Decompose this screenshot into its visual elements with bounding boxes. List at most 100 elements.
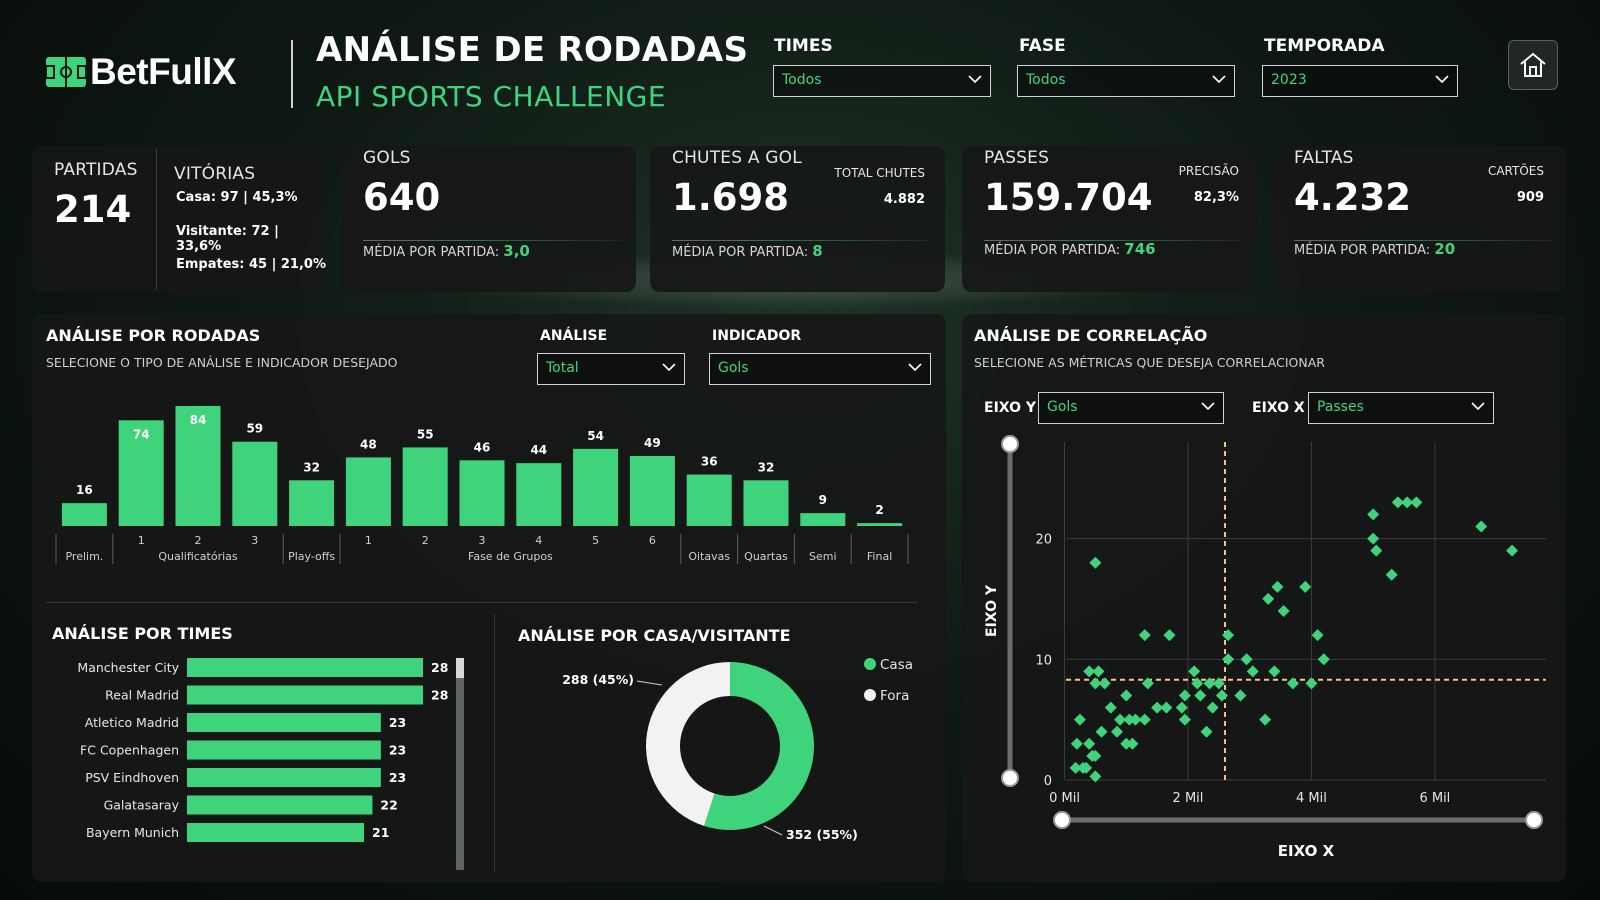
home-button[interactable]	[1508, 40, 1558, 90]
scatter-point	[1095, 725, 1108, 738]
gols-average-value: 3,0	[503, 242, 530, 260]
scatter-point	[1475, 520, 1488, 533]
bar	[516, 463, 562, 526]
times-filter-label: TIMES	[774, 36, 833, 56]
category-tick-label: 3	[479, 534, 486, 547]
times-dropdown[interactable]: Todos	[773, 65, 991, 97]
team-bar	[187, 823, 364, 842]
cartoes-value: 909	[1516, 190, 1544, 205]
legend-marker-fora	[864, 689, 876, 701]
eixo-x-label: EIXO X	[1252, 400, 1305, 416]
eixo-y-dropdown[interactable]: Gols	[1038, 392, 1224, 424]
scatter-point	[1234, 689, 1247, 702]
scatter-point	[1212, 677, 1225, 690]
y-zoom-slider-handle[interactable]	[1001, 435, 1019, 453]
donut-data-label-casa: 352 (55%)	[786, 827, 858, 842]
eixo-x-dropdown[interactable]: Passes	[1308, 392, 1494, 424]
temporada-dropdown-value: 2023	[1271, 72, 1307, 88]
eixo-y-dropdown-value: Gols	[1047, 399, 1078, 415]
category-tick-label: 2	[422, 534, 429, 547]
category-tick-label: Semi	[809, 550, 837, 563]
analise-dropdown-value: Total	[546, 360, 579, 376]
bar	[686, 474, 732, 526]
times-scrollbar-thumb[interactable]	[456, 658, 464, 678]
scatter-point	[1246, 665, 1259, 678]
team-value-label: 21	[372, 825, 389, 840]
eixo-x-dropdown-value: Passes	[1317, 399, 1364, 415]
bar	[743, 480, 789, 526]
gols-value: 640	[363, 176, 441, 219]
bar-value-label: 48	[360, 437, 377, 451]
times-scrollbar-track[interactable]	[456, 658, 464, 870]
team-value-label: 23	[389, 743, 406, 758]
scatter-point	[1194, 689, 1207, 702]
x-zoom-slider-handle[interactable]	[1053, 811, 1071, 829]
bar-value-label: 2	[875, 503, 883, 517]
vitorias-casa: Casa: 97 | 45,3%	[176, 190, 298, 205]
scatter-point	[1203, 677, 1216, 690]
kpi-divider	[156, 148, 157, 290]
scatter-point	[1191, 677, 1204, 690]
team-name-label: Real Madrid	[105, 688, 179, 703]
x-zoom-slider-handle[interactable]	[1525, 811, 1543, 829]
team-value-label: 23	[389, 715, 406, 730]
category-tick-label: 5	[592, 534, 599, 547]
bar-value-label: 32	[758, 460, 775, 474]
bar-value-label: 9	[819, 493, 827, 507]
scatter-point	[1114, 713, 1127, 726]
scatter-point	[1089, 770, 1102, 783]
fase-dropdown[interactable]: Todos	[1017, 65, 1235, 97]
page-title: ANÁLISE DE RODADAS	[316, 30, 749, 70]
scatter-point	[1188, 665, 1201, 678]
analise-label: ANÁLISE	[540, 328, 608, 344]
scatter-point	[1222, 653, 1235, 666]
y-zoom-slider-handle[interactable]	[1001, 769, 1019, 787]
bar-value-label: 36	[701, 455, 718, 469]
category-tick-label: 2	[195, 534, 202, 547]
times-casa-divider	[494, 614, 495, 872]
times-title: ANÁLISE POR TIMES	[52, 624, 233, 643]
category-tick-label: Quartas	[744, 550, 788, 563]
bar	[232, 441, 278, 526]
scatter-point	[1200, 725, 1213, 738]
team-bar	[187, 740, 381, 760]
chutes-value: 1.698	[672, 176, 790, 219]
category-tick-label: Play-offs	[288, 550, 335, 563]
scatter-point	[1138, 713, 1151, 726]
scatter-point	[1083, 737, 1096, 750]
casa-visitante-donut-chart: 288 (45%) 352 (55%) Casa Fora	[562, 657, 913, 842]
category-tick-label: 1	[365, 534, 372, 547]
scatter-point	[1089, 556, 1102, 569]
faltas-average-value: 20	[1434, 240, 1456, 258]
brand-logo-text: BetFullX	[90, 51, 237, 92]
faltas-label: FALTAS	[1294, 148, 1354, 168]
analise-dropdown[interactable]: Total	[537, 353, 685, 385]
correlation-scatter-chart: 0 Mil 2 Mil 4 Mil 6 Mil 0 10 20 EIXO Y EIXO X	[984, 435, 1546, 860]
scatter-point	[1104, 701, 1117, 714]
times-bar-chart: Manchester City 28 Real Madrid 28 Atletico M…	[77, 658, 448, 842]
team-name-label: FC Copenhagen	[80, 743, 179, 758]
kpi-card-partidas: PARTIDAS 214 VITÓRIAS Casa: 97 | 45,3% V…	[32, 146, 326, 292]
scatter-point	[1151, 701, 1164, 714]
bar-value-label: 54	[587, 429, 604, 443]
bar	[857, 523, 903, 526]
scatter-point	[1175, 701, 1188, 714]
bar	[345, 457, 391, 526]
chevron-down-icon	[968, 75, 982, 84]
scatter-point	[1259, 713, 1272, 726]
scatter-point	[1268, 665, 1281, 678]
bar-value-label: 44	[530, 443, 547, 457]
bar	[800, 513, 846, 526]
category-tick-label: 4	[535, 534, 542, 547]
team-bar	[187, 713, 381, 732]
temporada-dropdown[interactable]: 2023	[1262, 65, 1458, 97]
scatter-point	[1123, 713, 1136, 726]
scatter-point	[1080, 761, 1093, 774]
chevron-down-icon	[908, 363, 922, 372]
indicador-dropdown[interactable]: Gols	[709, 353, 931, 385]
legend-label-casa: Casa	[880, 657, 913, 673]
scatter-point	[1262, 592, 1275, 605]
kpi-underline	[672, 240, 930, 241]
team-value-label: 22	[380, 798, 397, 813]
rodadas-subtitle: SELECIONE O TIPO DE ANÁLISE E INDICADOR …	[46, 355, 398, 370]
